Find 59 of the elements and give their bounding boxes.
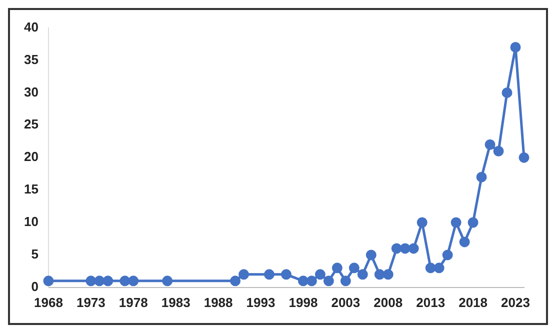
y-tick-label: 5 — [31, 246, 38, 262]
y-tick-label: 25 — [24, 116, 38, 132]
point — [230, 276, 241, 286]
point — [298, 276, 308, 286]
point — [391, 243, 402, 254]
point — [120, 276, 130, 286]
point — [400, 243, 410, 254]
point — [468, 217, 478, 228]
x-tick-label: 2008 — [374, 294, 403, 310]
y-tick-label: 20 — [24, 149, 38, 164]
y-tick-label: 40 — [24, 19, 38, 34]
point — [382, 269, 394, 280]
x-tick-label: 1973 — [76, 294, 106, 310]
point — [408, 243, 419, 254]
point — [502, 87, 512, 98]
point — [86, 276, 96, 286]
point — [442, 250, 453, 260]
point — [493, 146, 504, 156]
point — [340, 276, 351, 286]
x-tick-label: 1998 — [288, 294, 318, 310]
point — [332, 262, 342, 274]
y-tick-label: 35 — [24, 52, 38, 67]
point — [510, 42, 521, 53]
point — [450, 217, 462, 228]
point — [348, 262, 360, 274]
point — [425, 262, 436, 274]
y-tick-label: 30 — [24, 84, 38, 100]
point — [416, 217, 428, 228]
point — [43, 276, 54, 286]
point — [476, 172, 487, 182]
point — [459, 236, 470, 248]
x-tick-label: 1993 — [246, 294, 276, 310]
point — [357, 269, 368, 280]
point — [314, 269, 326, 280]
point — [280, 269, 292, 280]
point — [366, 250, 376, 260]
x-tick-label: 1978 — [118, 294, 148, 310]
point — [94, 276, 105, 286]
x-tick-label: 2018 — [458, 294, 488, 310]
point — [434, 262, 444, 274]
point — [102, 276, 114, 286]
point — [518, 152, 530, 163]
point — [484, 139, 496, 150]
x-tick-label: 1988 — [204, 294, 233, 310]
x-tick-label: 1983 — [161, 294, 190, 310]
point — [374, 269, 385, 280]
y-tick-label: 10 — [24, 214, 38, 230]
point — [264, 269, 274, 280]
point — [162, 276, 173, 286]
y-tick-label: 0 — [31, 278, 38, 294]
point — [238, 269, 250, 280]
point — [306, 276, 317, 286]
x-tick-label: 1968 — [34, 294, 63, 310]
y-tick-label: 15 — [24, 182, 38, 197]
x-tick-label: 2023 — [501, 294, 530, 310]
x-tick-label: 2013 — [416, 294, 446, 310]
point — [128, 276, 139, 286]
x-tick-label: 2003 — [331, 294, 360, 310]
point — [323, 276, 334, 286]
